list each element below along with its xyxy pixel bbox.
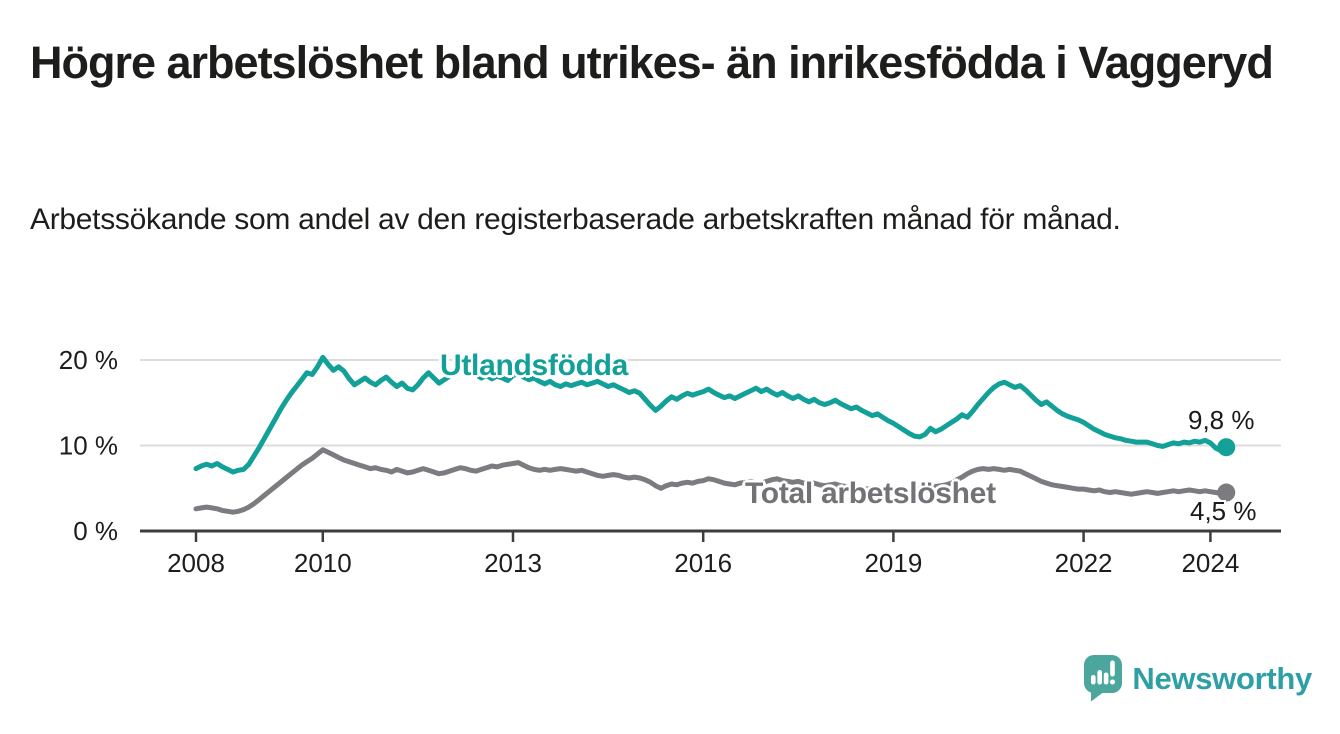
x-tick-label-2024: 2024 bbox=[1181, 548, 1239, 578]
newsworthy-brand: Newsworthy bbox=[1083, 654, 1312, 703]
logo-bar-2 bbox=[1097, 670, 1103, 685]
series-line-1 bbox=[193, 447, 1229, 515]
chart-title: Högre arbetslöshet bland utrikes- än inr… bbox=[30, 37, 1274, 88]
x-tick-label-2019: 2019 bbox=[864, 548, 922, 578]
series-end-dot-0 bbox=[1217, 438, 1236, 457]
logo-exclamation-dot bbox=[1110, 679, 1116, 685]
x-tick-label-2013: 2013 bbox=[484, 548, 542, 578]
logo-bar-1 bbox=[1091, 675, 1096, 685]
logo-bubble-tail bbox=[1091, 687, 1106, 702]
x-tick-label-2008: 2008 bbox=[167, 548, 225, 578]
newsworthy-brand-text: Newsworthy bbox=[1132, 660, 1312, 696]
logo-bubble bbox=[1084, 655, 1123, 693]
chart-subtitle: Arbetssökande som andel av den registerb… bbox=[30, 203, 1121, 236]
logo-bar-3 bbox=[1104, 672, 1109, 685]
series-label-utlandsfodda: Utlandsfödda bbox=[440, 349, 629, 382]
x-tick-label-2010: 2010 bbox=[294, 548, 352, 578]
x-tick-label-2016: 2016 bbox=[674, 548, 732, 578]
series-line-0 bbox=[193, 354, 1229, 475]
end-value-label-utlandsfodda: 9,8 % bbox=[1188, 405, 1255, 435]
end-value-label-total: 4,5 % bbox=[1190, 496, 1257, 526]
y-tick-label-0: 0 % bbox=[73, 516, 118, 546]
series-end-dot-1 bbox=[1217, 483, 1236, 502]
logo-exclamation-bar bbox=[1110, 660, 1116, 677]
series-label-total-arbetsloshet: Total arbetslöshet bbox=[745, 477, 996, 510]
x-tick-label-2022: 2022 bbox=[1055, 548, 1113, 578]
newsworthy-logo-icon bbox=[1084, 655, 1123, 702]
y-tick-label-10: 10 % bbox=[59, 431, 118, 461]
y-tick-label-20: 20 % bbox=[59, 345, 118, 375]
